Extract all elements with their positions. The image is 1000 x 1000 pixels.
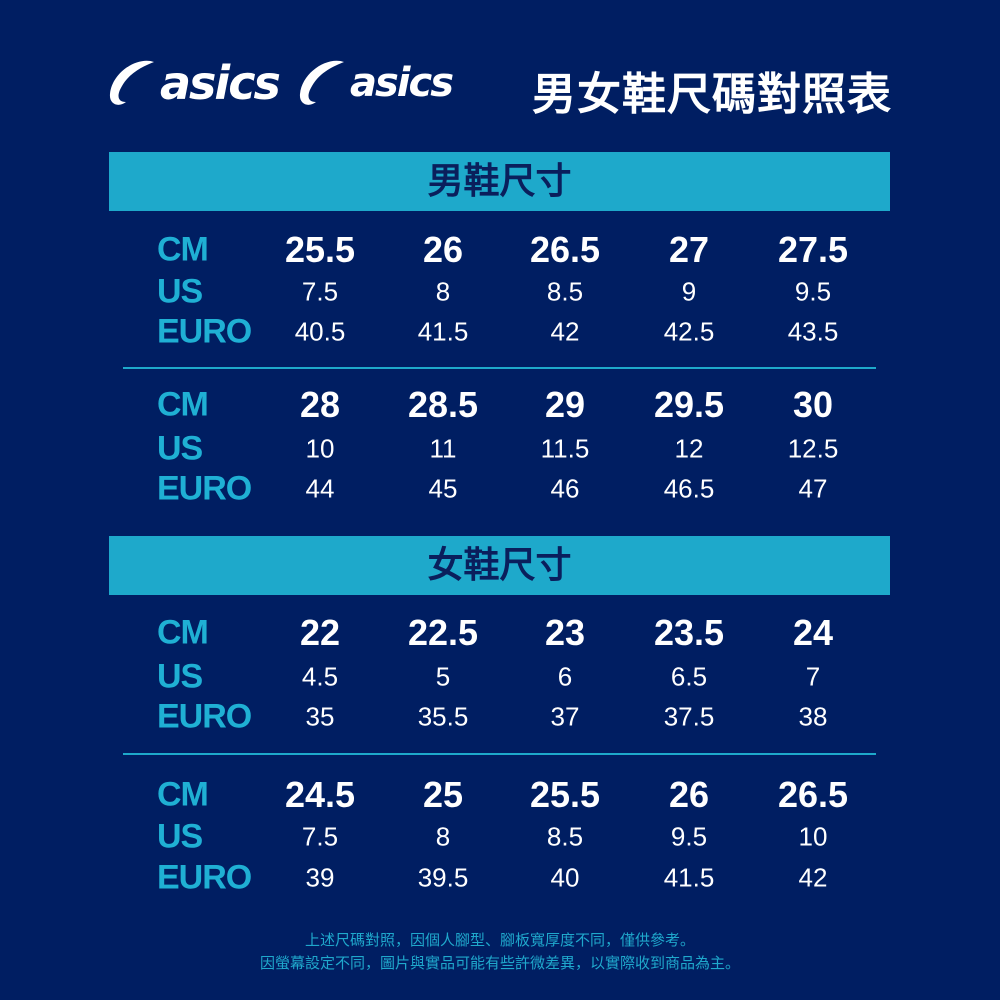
size-euro-cell: 37 — [550, 701, 580, 732]
size-cm-cell: 24 — [792, 612, 834, 653]
row-label-cm: CM — [157, 230, 209, 269]
size-cm-cell: 28 — [299, 384, 341, 425]
footer-note-1: 上述尺碼對照，因個人腳型、腳板寬厚度不同，僅供參考。 — [304, 932, 695, 949]
size-cm-cell: 25.5 — [529, 774, 601, 815]
section-heading: 女鞋尺寸 — [109, 536, 890, 595]
row-label-us: US — [157, 429, 203, 468]
size-euro-cell: 44 — [305, 473, 335, 504]
size-cm-cell: 25.5 — [284, 229, 356, 270]
size-us-cell: 8.5 — [546, 276, 584, 307]
size-euro-cell: 39.5 — [417, 862, 469, 893]
size-us-cell: 8 — [435, 821, 451, 852]
asics-swoosh-icon — [299, 60, 344, 105]
size-cm-cell: 27 — [668, 229, 710, 270]
size-euro-cell: 47 — [798, 473, 828, 504]
size-euro-cell: 35.5 — [417, 701, 469, 732]
size-euro-cell: 42 — [550, 316, 580, 347]
size-euro-cell: 43.5 — [787, 316, 839, 347]
size-us-cell: 7 — [805, 661, 821, 692]
row-label-us: US — [157, 817, 203, 856]
size-cm-cell: 26 — [422, 229, 464, 270]
size-us-cell: 10 — [305, 433, 335, 464]
row-label-euro: EURO — [157, 469, 252, 508]
size-euro-cell: 40.5 — [294, 316, 346, 347]
divider — [123, 753, 876, 755]
asics-tiger-logo: asics — [298, 58, 454, 108]
size-cm-cell: 23.5 — [653, 612, 725, 653]
size-us-cell: 9 — [681, 276, 697, 307]
size-us-cell: 12.5 — [787, 433, 839, 464]
size-cm-cell: 25 — [422, 774, 464, 815]
size-cm-cell: 22 — [299, 612, 341, 653]
size-us-cell: 9.5 — [794, 276, 832, 307]
size-us-cell: 12 — [674, 433, 704, 464]
size-euro-cell: 38 — [798, 701, 828, 732]
size-us-cell: 4.5 — [301, 661, 339, 692]
section-heading: 男鞋尺寸 — [109, 152, 890, 211]
size-us-cell: 10 — [798, 821, 828, 852]
size-euro-cell: 42.5 — [663, 316, 715, 347]
size-euro-cell: 45 — [428, 473, 458, 504]
divider — [123, 367, 876, 369]
size-cm-cell: 24.5 — [284, 774, 356, 815]
size-cm-cell: 27.5 — [777, 229, 849, 270]
size-euro-cell: 41.5 — [417, 316, 469, 347]
size-cm-cell: 28.5 — [407, 384, 479, 425]
size-cm-cell: 26.5 — [777, 774, 849, 815]
size-us-cell: 5 — [435, 661, 451, 692]
size-us-cell: 8.5 — [546, 821, 584, 852]
size-euro-cell: 41.5 — [663, 862, 715, 893]
row-label-cm: CM — [157, 385, 209, 424]
asics-logo: asics — [108, 58, 281, 108]
size-euro-cell: 40 — [550, 862, 580, 893]
size-us-cell: 8 — [435, 276, 451, 307]
size-us-cell: 7.5 — [301, 276, 339, 307]
row-label-us: US — [157, 272, 203, 311]
size-us-cell: 11.5 — [540, 433, 590, 464]
row-label-us: US — [157, 657, 203, 696]
asics-swoosh-icon — [109, 60, 154, 105]
size-cm-cell: 29 — [544, 384, 586, 425]
size-us-cell: 9.5 — [670, 821, 708, 852]
size-euro-cell: 42 — [798, 862, 828, 893]
size-cm-cell: 23 — [544, 612, 586, 653]
size-euro-cell: 46.5 — [663, 473, 715, 504]
size-euro-cell: 39 — [305, 862, 335, 893]
size-euro-cell: 46 — [550, 473, 580, 504]
size-cm-cell: 26 — [668, 774, 710, 815]
row-label-cm: CM — [157, 613, 209, 652]
footer-note-2: 因螢幕設定不同，圖片與實品可能有些許微差異，以實際收到商品為主。 — [259, 955, 740, 972]
size-us-cell: 6.5 — [670, 661, 708, 692]
size-us-cell: 11 — [429, 433, 457, 464]
size-cm-cell: 26.5 — [529, 229, 601, 270]
page-title: 男女鞋尺碼對照表 — [532, 69, 892, 120]
row-label-euro: EURO — [157, 858, 252, 897]
size-cm-cell: 30 — [792, 384, 834, 425]
row-label-euro: EURO — [157, 697, 252, 736]
size-euro-cell: 37.5 — [663, 701, 715, 732]
size-cm-cell: 22.5 — [407, 612, 479, 653]
size-us-cell: 7.5 — [301, 821, 339, 852]
size-euro-cell: 35 — [305, 701, 335, 732]
row-label-euro: EURO — [157, 312, 252, 351]
size-us-cell: 6 — [557, 661, 573, 692]
row-label-cm: CM — [157, 775, 209, 814]
size-cm-cell: 29.5 — [653, 384, 725, 425]
